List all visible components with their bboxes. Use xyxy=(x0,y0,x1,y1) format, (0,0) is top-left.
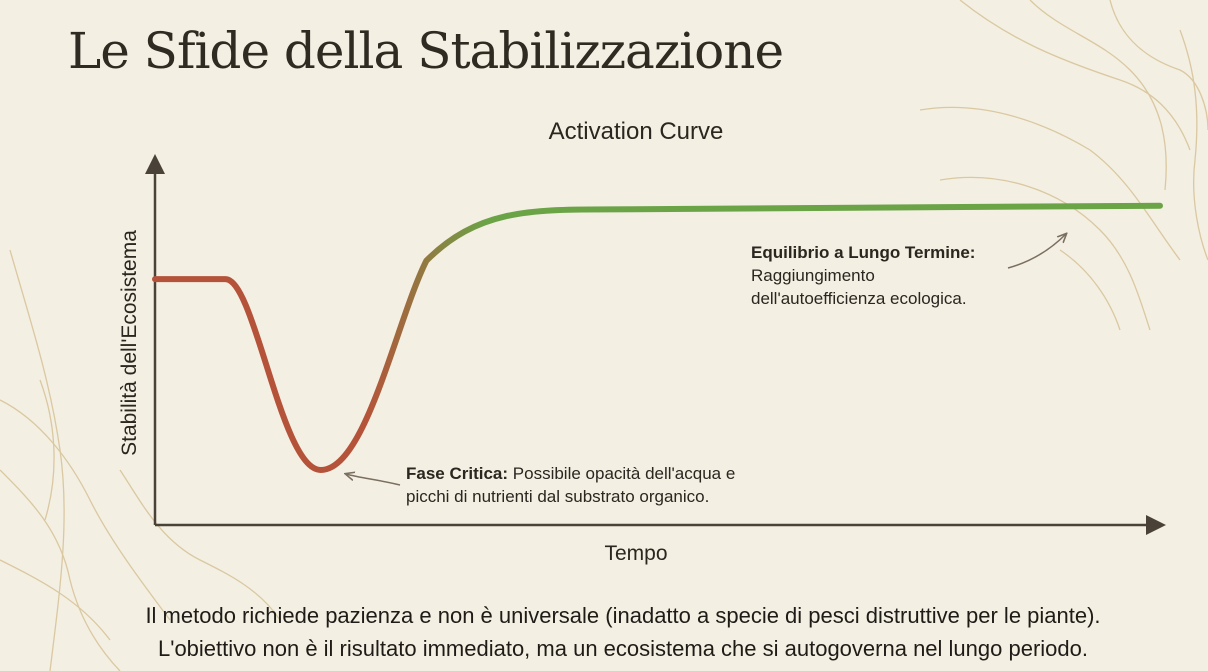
x-axis-label: Tempo xyxy=(604,542,667,565)
equilibrium-text: Raggiungimento xyxy=(751,266,875,285)
equilibrium-label: Equilibrio a Lungo Termine: xyxy=(751,243,975,262)
chart-title: Activation Curve xyxy=(549,118,724,145)
critical-phase-text: Possibile opacità dell'acqua e xyxy=(513,464,736,483)
equilibrium-arrow xyxy=(1007,234,1066,269)
critical-phase-annotation: Fase Critica: Possibile opacità dell'acq… xyxy=(406,464,735,483)
footer-line-2: L'obiettivo non è il risultato immediato… xyxy=(158,636,1088,661)
equilibrium-text-line2: dell'autoefficienza ecologica. xyxy=(751,289,967,308)
critical-phase-text-line2: picchi di nutrienti dal substrato organi… xyxy=(406,487,709,506)
critical-phase-label: Fase Critica: xyxy=(406,464,508,483)
footer-line-1: Il metodo richiede pazienza e non è univ… xyxy=(145,603,1101,628)
page-title: Le Sfide della Stabilizzazione xyxy=(68,22,784,80)
activation-curve-line xyxy=(152,202,1163,473)
y-axis-label: Stabilità dell'Ecosistema xyxy=(118,230,141,456)
critical-phase-arrow xyxy=(346,474,401,486)
